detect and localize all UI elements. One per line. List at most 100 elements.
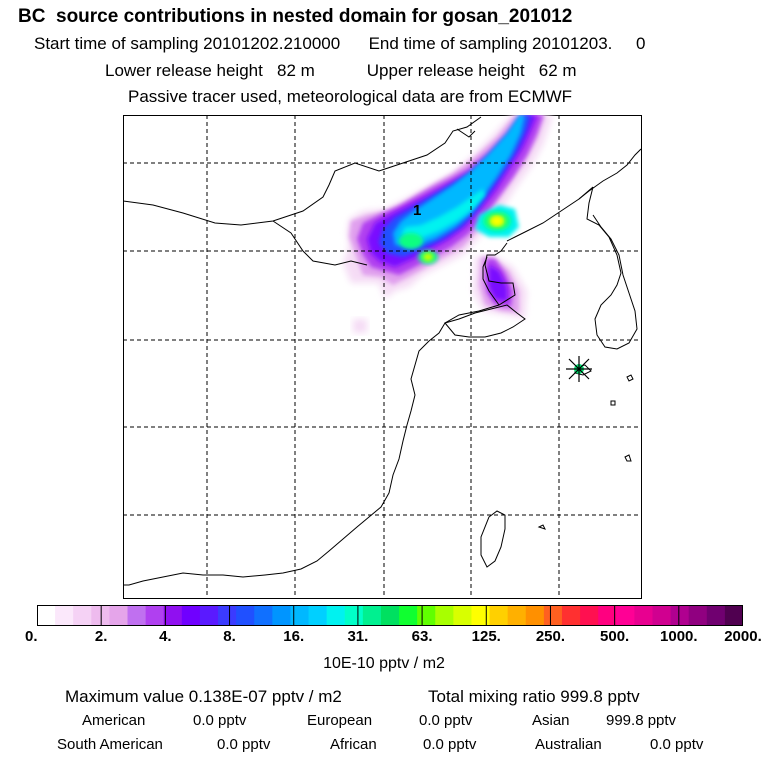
colorbar-dividers (100, 605, 680, 626)
colorbar-tick-label: 500. (600, 628, 630, 645)
plume-layers (343, 115, 553, 333)
colorbar-frame (37, 605, 743, 626)
colorbar-tick-label: 125. (471, 628, 501, 645)
colorbar-tick-label: 8. (223, 628, 236, 645)
korea-north-coast (578, 148, 642, 200)
colorbar-cell (435, 605, 454, 626)
border-segment (456, 128, 476, 138)
colorbar-cell (561, 605, 581, 626)
bohai-coast (123, 242, 516, 586)
upper-release-label: Upper release height 62 m (366, 61, 577, 80)
colorbar-cell (91, 605, 111, 626)
sampling-times: Start time of sampling 20101202.210000 E… (34, 35, 645, 52)
african-value: 0.0 pptv (423, 736, 477, 753)
tracer-info: Passive tracer used, meteorological data… (128, 87, 573, 106)
colorbar (37, 605, 743, 626)
colorbar-cell (525, 605, 545, 626)
release-heights: Lower release height 82 m Upper release … (105, 62, 577, 79)
colorbar-cell (417, 605, 436, 626)
map-frame (123, 115, 642, 599)
start-time-label: Start time of sampling 20101202.210000 (34, 34, 341, 53)
plume-layer-0c (353, 319, 367, 333)
colorbar-cell (616, 605, 635, 626)
colorbar-cell (181, 605, 201, 626)
colorbar-cell (507, 605, 527, 626)
japan-islands (537, 374, 634, 530)
colorbar-tick-label: 2. (94, 628, 108, 645)
colorbar-tick-label: 2000. (724, 628, 762, 645)
colorbar-cell (163, 605, 183, 626)
colorbar-cell (489, 605, 509, 626)
colorbar-tick-label: 1000. (660, 628, 698, 645)
plume-layer-8b (423, 253, 433, 261)
colorbar-cells (37, 605, 743, 626)
colorbar-cell (326, 605, 346, 626)
colorbar-cell (344, 605, 364, 626)
shandong-coast (444, 304, 526, 338)
african-label: African (330, 736, 377, 753)
colorbar-cell (399, 605, 418, 626)
colorbar-cell (362, 605, 382, 626)
colorbar-cell (308, 605, 328, 626)
china-mongolia-border (123, 116, 482, 226)
colorbar-cell (254, 605, 273, 626)
european-value: 0.0 pptv (419, 712, 473, 729)
colorbar-cell (580, 605, 599, 626)
colorbar-cell (290, 605, 310, 626)
european-label: European (307, 712, 373, 729)
page-title: BC source contributions in nested domain… (18, 6, 573, 27)
plume-layer-9 (492, 217, 502, 225)
colorbar-cell (706, 605, 726, 626)
south-american-label: South American (57, 736, 163, 753)
plume-layer-6 (401, 189, 485, 239)
lower-release-label: Lower release height 82 m (105, 61, 315, 80)
colorbar-cell (380, 605, 400, 626)
asian-value: 999.8 pptv (606, 712, 677, 729)
coastlines (123, 116, 642, 586)
colorbar-cell (724, 605, 743, 626)
colorbar-cell (652, 605, 672, 626)
colorbar-tick-label: 250. (535, 628, 566, 645)
colorbar-cell (471, 605, 491, 626)
colorbar-cell (55, 605, 74, 626)
colorbar-cell (272, 605, 292, 626)
site-label: 1 (413, 202, 421, 219)
colorbar-cell (634, 605, 654, 626)
liaodong-coast (482, 256, 500, 306)
colorbar-cell (199, 605, 219, 626)
colorbar-unit: 10E-10 pptv / m2 (323, 655, 445, 672)
colorbar-tick-label: 63. (411, 628, 433, 645)
maximum-value: Maximum value 0.138E-07 pptv / m2 (65, 687, 342, 706)
source-contribution-map: 1 (123, 115, 642, 599)
colorbar-tick-label: 16. (283, 628, 305, 645)
colorbar-tick-label: 0. (25, 628, 38, 645)
grid-lines (123, 115, 642, 599)
colorbar-cell (73, 605, 92, 626)
asian-label: Asian (532, 712, 570, 729)
colorbar-cell (218, 605, 237, 626)
colorbar-cell (670, 605, 690, 626)
colorbar-cell (598, 605, 617, 626)
australian-value: 0.0 pptv (650, 736, 704, 753)
south-american-value: 0.0 pptv (217, 736, 271, 753)
colorbar-cell (236, 605, 255, 626)
taiwan-island (480, 510, 506, 568)
inland-border (272, 220, 368, 266)
plume-layer-5 (393, 115, 525, 247)
korea-west-coast (586, 186, 638, 350)
colorbar-tick-label: 31. (347, 628, 369, 645)
plume-layer-7b (399, 233, 423, 249)
colorbar-cell (453, 605, 473, 626)
colorbar-cell (145, 605, 165, 626)
colorbar-cell (688, 605, 708, 626)
total-mixing-ratio: Total mixing ratio 999.8 pptv (428, 687, 640, 706)
colorbar-cell (37, 605, 56, 626)
colorbar-cell (543, 605, 563, 626)
american-label: American (82, 712, 146, 729)
asterisk-star-icon (566, 356, 592, 382)
australian-label: Australian (535, 736, 602, 753)
end-time-label: End time of sampling 20101203. 0 (368, 34, 646, 53)
korea-china-border (506, 186, 594, 242)
colorbar-tick-label: 4. (159, 628, 172, 645)
colorbar-cell (127, 605, 147, 626)
